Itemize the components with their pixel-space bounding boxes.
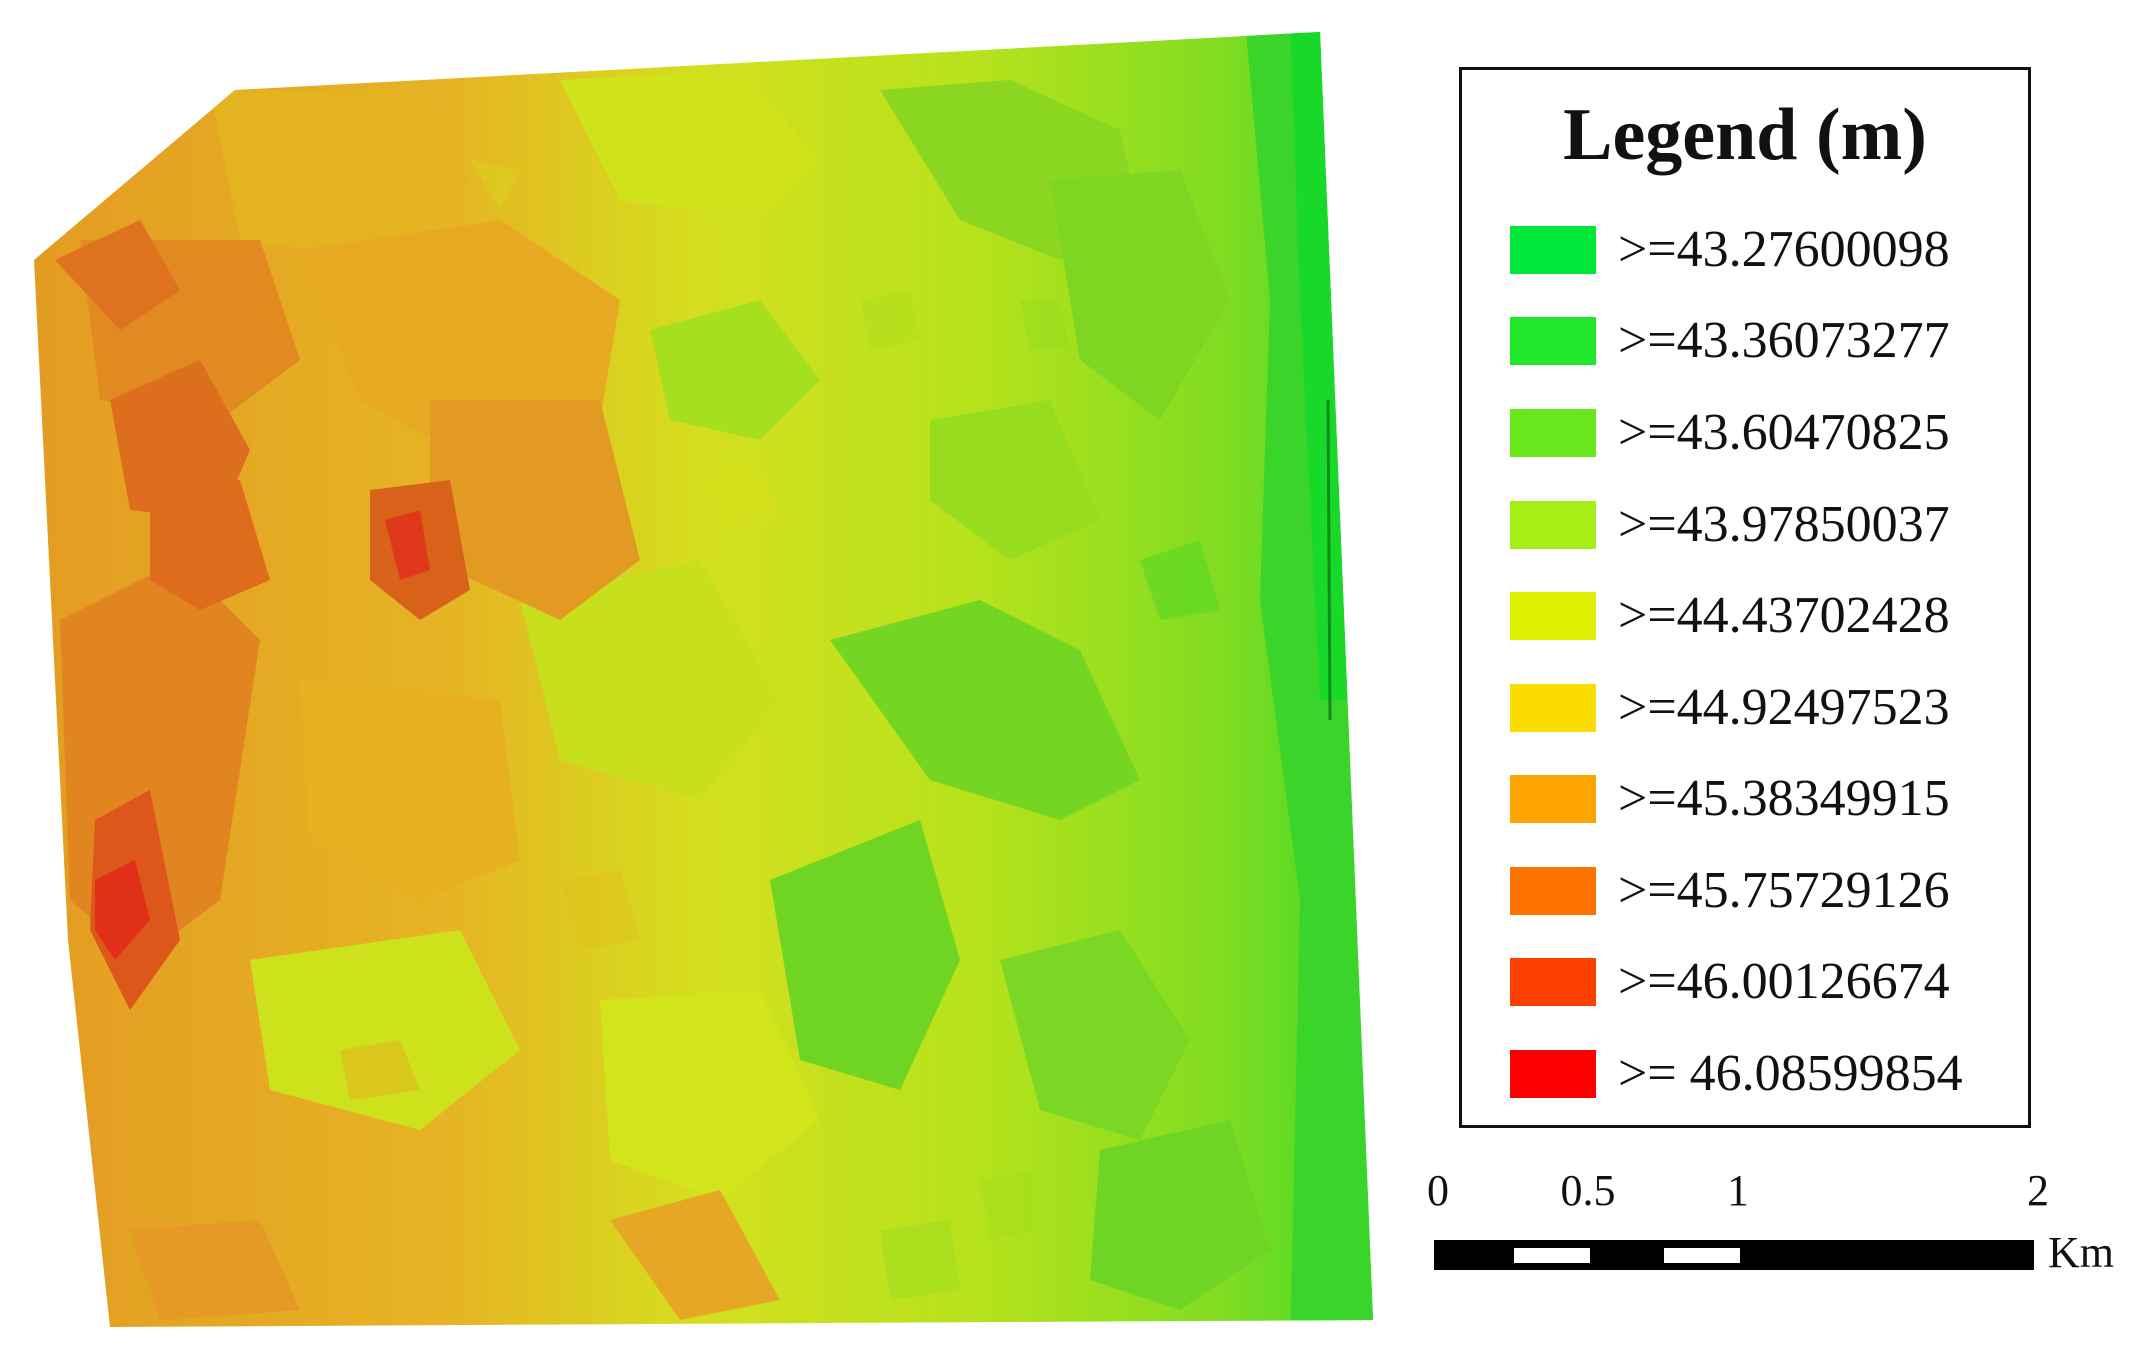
scale-segment — [1664, 1248, 1740, 1263]
legend-label: >=44.43702428 — [1618, 587, 1950, 644]
elevation-map — [34, 32, 1373, 1327]
scale-unit: Km — [2048, 1228, 2114, 1277]
scale-bar: 0 0.5 1 2 Km — [1420, 1165, 2138, 1275]
legend-swatch — [1510, 592, 1596, 640]
legend-item: >=45.38349915 — [1510, 769, 2030, 829]
legend-label: >=43.60470825 — [1618, 404, 1950, 461]
legend-label: >=44.92497523 — [1618, 679, 1950, 736]
legend-item: >=46.00126674 — [1510, 952, 2030, 1012]
legend-item: >=43.36073277 — [1510, 311, 2030, 371]
scale-segment — [1514, 1248, 1590, 1263]
elevation-raster — [34, 32, 1373, 1327]
legend-swatch — [1510, 501, 1596, 549]
scale-tick-label: 0.5 — [1560, 1166, 1616, 1215]
legend-label: >=43.36073277 — [1618, 312, 1950, 369]
scale-tick-label: 2 — [2027, 1166, 2049, 1215]
scale-tick-label: 1 — [1727, 1166, 1749, 1215]
legend-title: Legend (m) — [1563, 94, 1927, 176]
legend-item: >= 46.08599854 — [1510, 1044, 2030, 1104]
legend-label: >= 46.08599854 — [1618, 1045, 1963, 1102]
legend-label: >=45.38349915 — [1618, 770, 1950, 827]
legend-swatch — [1510, 409, 1596, 457]
legend-label: >=45.75729126 — [1618, 862, 1950, 919]
legend-label: >=43.27600098 — [1618, 221, 1950, 278]
legend-swatch — [1510, 958, 1596, 1006]
legend-swatch — [1510, 1050, 1596, 1098]
legend-label: >=43.97850037 — [1618, 496, 1950, 553]
scale-tick-label: 0 — [1427, 1166, 1449, 1215]
legend-swatch — [1510, 317, 1596, 365]
legend-item: >=43.97850037 — [1510, 495, 2030, 555]
legend-label: >=46.00126674 — [1618, 953, 1950, 1010]
legend-item: >=43.27600098 — [1510, 220, 2030, 280]
legend-item: >=44.43702428 — [1510, 586, 2030, 646]
legend-item: >=44.92497523 — [1510, 678, 2030, 738]
scale-rule — [1434, 1240, 2034, 1270]
legend-item: >=43.60470825 — [1510, 403, 2030, 463]
legend-swatch — [1510, 226, 1596, 274]
legend-swatch — [1510, 684, 1596, 732]
legend-swatch — [1510, 775, 1596, 823]
legend-item: >=45.75729126 — [1510, 861, 2030, 921]
legend: Legend (m) >=43.27600098 >=43.36073277 >… — [1459, 67, 2031, 1128]
legend-swatch — [1510, 867, 1596, 915]
